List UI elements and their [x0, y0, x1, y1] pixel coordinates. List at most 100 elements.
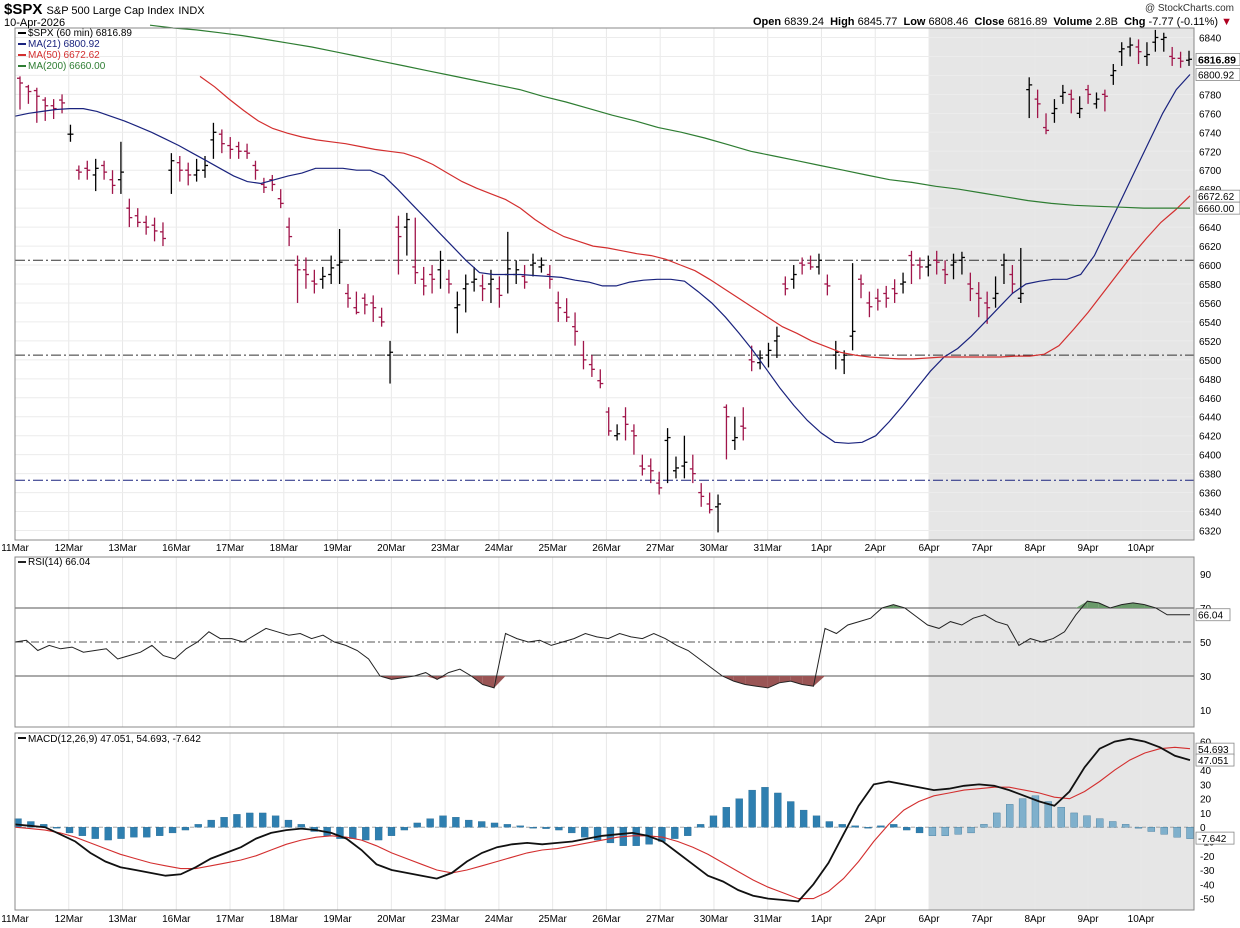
legend-entry: MA(21) 6800.92	[28, 39, 100, 50]
macd-histogram-bar	[465, 819, 473, 828]
ma50-line	[199, 75, 1191, 360]
open-label: Open	[752, 16, 782, 28]
low-value: 6808.46	[928, 16, 969, 28]
price-bar	[588, 355, 595, 377]
macd-histogram-bar	[890, 824, 898, 828]
x-tick-label-bottom: 16Mar	[162, 914, 191, 925]
legend-entry: MA(200) 6660.00	[28, 61, 106, 72]
price-tick-label: 6320	[1199, 527, 1222, 538]
price-bar	[437, 250, 444, 289]
macd-histogram-bar	[838, 824, 846, 828]
credit[interactable]: @ StockCharts.com	[1144, 3, 1234, 14]
price-bar	[614, 424, 621, 441]
price-bar	[513, 260, 520, 284]
macd-histogram-bar	[1147, 827, 1156, 832]
price-bar	[311, 269, 318, 294]
x-tick-label: 30Mar	[700, 543, 729, 554]
price-bar	[286, 217, 293, 247]
x-tick-label: 16Mar	[162, 543, 191, 554]
price-bar	[597, 369, 604, 389]
rsi-tick-label: 30	[1200, 672, 1212, 683]
x-tick-label: 8Apr	[1024, 543, 1046, 554]
macd-histogram-bar	[941, 827, 949, 836]
macd-histogram-bar	[555, 827, 563, 831]
macd-histogram-bar	[671, 827, 679, 839]
macd-histogram-bar	[1109, 821, 1117, 828]
macd-histogram-bar	[130, 827, 138, 838]
price-bar	[723, 404, 730, 460]
rsi-overbought-fill	[1075, 601, 1088, 608]
macd-histogram-bar	[774, 792, 782, 828]
macd-histogram-bar	[1057, 807, 1065, 828]
price-bar	[168, 153, 175, 194]
macd-histogram-bar	[194, 824, 202, 828]
chart-date: 10-Apr-2026	[4, 17, 66, 29]
price-bar	[302, 257, 309, 289]
price-bar	[328, 255, 335, 284]
x-tick-label-bottom: 19Mar	[323, 914, 352, 925]
macd-histogram-bar	[336, 827, 344, 839]
price-axis-tag: 6800.92	[1195, 68, 1240, 82]
x-tick-label: 9Apr	[1077, 543, 1099, 554]
legend-entry: MA(50) 6672.62	[28, 50, 100, 61]
x-tick-label-bottom: 1Apr	[811, 914, 833, 925]
close-value: 6816.89	[1007, 16, 1048, 28]
price-tick-label: 6400	[1199, 451, 1222, 462]
price-bar	[454, 291, 461, 334]
price-tick-label: 6520	[1199, 337, 1222, 348]
macd-histogram-bar	[980, 824, 988, 828]
macd-histogram-bar	[593, 827, 602, 841]
macd-histogram-bar	[91, 827, 99, 839]
legend-entry: $SPX (60 min) 6816.89	[28, 28, 132, 39]
rsi-oversold-fill	[802, 676, 814, 687]
price-tick-label: 6580	[1199, 280, 1222, 291]
price-tick-label: 6340	[1199, 508, 1222, 519]
macd-histogram-bar	[1031, 795, 1040, 828]
price-bar	[395, 215, 402, 275]
price-bar	[1169, 46, 1176, 66]
macd-histogram-bar	[374, 827, 383, 841]
price-bar	[143, 215, 150, 235]
price-bar	[942, 260, 949, 284]
price-axis-tag-box	[1195, 201, 1240, 215]
price-bar	[487, 269, 494, 303]
price-bar	[916, 257, 923, 280]
price-bar	[260, 177, 267, 193]
macd-histogram-bar	[581, 827, 589, 838]
macd-histogram-bar	[284, 819, 293, 828]
price-tick-label: 6480	[1199, 375, 1222, 386]
x-tick-label-bottom: 10Apr	[1128, 914, 1155, 925]
macd-histogram-bar	[233, 814, 241, 828]
x-tick-label: 24Mar	[485, 543, 514, 554]
x-tick-label-bottom: 2Apr	[865, 914, 887, 925]
chg-value: -7.77 (-0.11%)	[1148, 16, 1219, 28]
x-tick-label-bottom: 12Mar	[55, 914, 84, 925]
x-tick-label: 31Mar	[754, 543, 783, 554]
macd-histogram-bar	[761, 787, 769, 828]
macd-histogram-bar	[426, 818, 434, 828]
price-bar	[681, 435, 688, 479]
x-tick-label-bottom: 26Mar	[592, 914, 621, 925]
price-tick-label: 6760	[1199, 109, 1222, 120]
price-bar	[1051, 99, 1058, 123]
price-bar	[429, 265, 436, 294]
macd-histogram-bar	[477, 821, 486, 828]
price-bar	[151, 217, 158, 242]
price-axis-tag-box	[1195, 52, 1240, 66]
price-bar	[630, 424, 637, 455]
price-bar	[858, 274, 865, 299]
rsi-oversold-fill	[494, 676, 506, 688]
price-bar	[706, 492, 713, 514]
price-tick-label: 6700	[1199, 166, 1222, 177]
price-bar	[900, 272, 907, 294]
rsi-axis-tag: 66.04	[1195, 608, 1231, 622]
price-tick-label: 6560	[1199, 299, 1222, 310]
down-triangle-icon: ▼	[1221, 16, 1232, 28]
price-bar	[445, 269, 452, 294]
x-tick-label: 17Mar	[216, 543, 245, 554]
macd-histogram-bar	[271, 815, 280, 828]
macd-histogram-bar	[1121, 824, 1130, 828]
macd-histogram-bar	[632, 827, 640, 846]
price-bar	[555, 291, 562, 322]
macd-title: MACD(12,26,9) 47.051, 54.693, -7.642	[28, 734, 201, 745]
